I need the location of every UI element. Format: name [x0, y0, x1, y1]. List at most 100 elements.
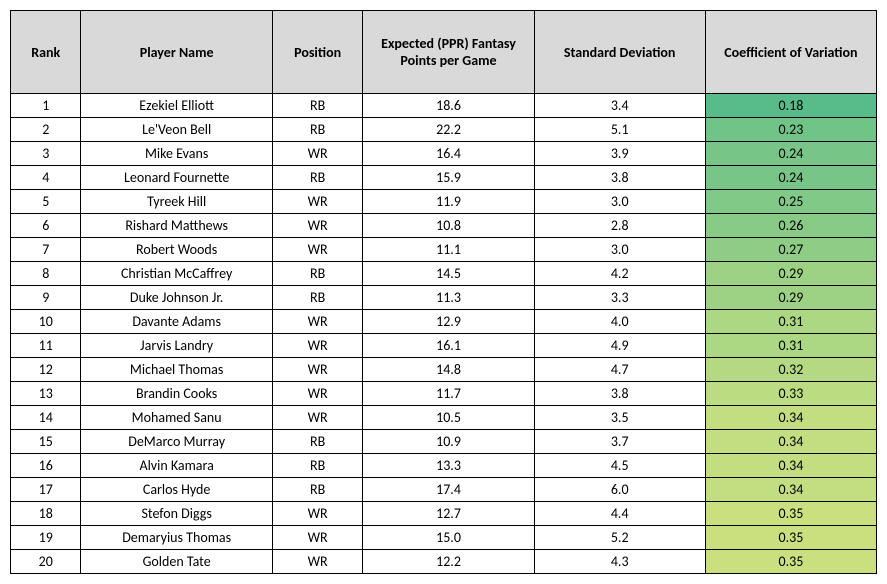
cell-pos: WR	[272, 334, 363, 358]
cell-name: Christian McCaffrey	[81, 262, 272, 286]
cell-rank: 8	[11, 262, 81, 286]
cell-pos: WR	[272, 190, 363, 214]
cell-pos: WR	[272, 526, 363, 550]
cell-pts: 16.1	[363, 334, 534, 358]
cell-name: Mike Evans	[81, 142, 272, 166]
table-row: 16Alvin KamaraRB13.34.50.34	[11, 454, 877, 478]
table-row: 9Duke Johnson Jr.RB11.33.30.29	[11, 286, 877, 310]
table-row: 1Ezekiel ElliottRB18.63.40.18	[11, 94, 877, 118]
cell-pos: WR	[272, 358, 363, 382]
cell-rank: 14	[11, 406, 81, 430]
col-name: Player Name	[81, 11, 272, 94]
cell-rank: 18	[11, 502, 81, 526]
cell-cov: 0.26	[705, 214, 876, 238]
cell-pts: 12.2	[363, 550, 534, 574]
table-row: 8Christian McCaffreyRB14.54.20.29	[11, 262, 877, 286]
cell-name: Rishard Matthews	[81, 214, 272, 238]
col-position: Position	[272, 11, 363, 94]
table-row: 2Le'Veon BellRB22.25.10.23	[11, 118, 877, 142]
cell-pos: WR	[272, 310, 363, 334]
cell-cov: 0.23	[705, 118, 876, 142]
table-body: 1Ezekiel ElliottRB18.63.40.182Le'Veon Be…	[11, 94, 877, 574]
cell-cov: 0.34	[705, 478, 876, 502]
cell-std: 3.9	[534, 142, 705, 166]
cell-std: 4.4	[534, 502, 705, 526]
cell-name: Alvin Kamara	[81, 454, 272, 478]
cell-rank: 3	[11, 142, 81, 166]
cell-pts: 14.5	[363, 262, 534, 286]
cell-cov: 0.29	[705, 262, 876, 286]
cell-name: Robert Woods	[81, 238, 272, 262]
cell-pos: WR	[272, 142, 363, 166]
cell-cov: 0.25	[705, 190, 876, 214]
cell-name: Davante Adams	[81, 310, 272, 334]
cell-std: 3.8	[534, 382, 705, 406]
cell-name: Stefon Diggs	[81, 502, 272, 526]
table-row: 19Demaryius ThomasWR15.05.20.35	[11, 526, 877, 550]
cell-pts: 12.7	[363, 502, 534, 526]
cell-pos: RB	[272, 478, 363, 502]
cell-pts: 16.4	[363, 142, 534, 166]
cell-pts: 15.9	[363, 166, 534, 190]
cell-cov: 0.34	[705, 454, 876, 478]
cell-pts: 11.1	[363, 238, 534, 262]
table-row: 13Brandin CooksWR11.73.80.33	[11, 382, 877, 406]
cell-pos: WR	[272, 214, 363, 238]
cell-rank: 11	[11, 334, 81, 358]
cell-cov: 0.35	[705, 502, 876, 526]
cell-name: Mohamed Sanu	[81, 406, 272, 430]
cell-pts: 10.8	[363, 214, 534, 238]
cell-pos: RB	[272, 286, 363, 310]
col-expected-points: Expected (PPR) Fantasy Points per Game	[363, 11, 534, 94]
cell-cov: 0.34	[705, 430, 876, 454]
col-cov: Coefficient of Variation	[705, 11, 876, 94]
cell-std: 4.9	[534, 334, 705, 358]
cell-pos: WR	[272, 502, 363, 526]
cell-cov: 0.24	[705, 166, 876, 190]
cell-name: Leonard Fournette	[81, 166, 272, 190]
cell-std: 3.5	[534, 406, 705, 430]
cell-cov: 0.35	[705, 526, 876, 550]
cell-pos: RB	[272, 118, 363, 142]
cell-pos: WR	[272, 406, 363, 430]
cell-rank: 9	[11, 286, 81, 310]
cell-std: 3.0	[534, 238, 705, 262]
cell-std: 3.0	[534, 190, 705, 214]
cell-std: 2.8	[534, 214, 705, 238]
cell-rank: 10	[11, 310, 81, 334]
cell-pts: 14.8	[363, 358, 534, 382]
table-row: 3Mike EvansWR16.43.90.24	[11, 142, 877, 166]
cell-name: Le'Veon Bell	[81, 118, 272, 142]
cell-pos: WR	[272, 382, 363, 406]
cell-std: 5.1	[534, 118, 705, 142]
cell-rank: 7	[11, 238, 81, 262]
cell-cov: 0.31	[705, 334, 876, 358]
cell-name: Ezekiel Elliott	[81, 94, 272, 118]
cell-rank: 12	[11, 358, 81, 382]
cell-pts: 17.4	[363, 478, 534, 502]
cell-pos: RB	[272, 94, 363, 118]
cell-pts: 11.3	[363, 286, 534, 310]
cell-rank: 16	[11, 454, 81, 478]
table-row: 10Davante AdamsWR12.94.00.31	[11, 310, 877, 334]
cell-name: Duke Johnson Jr.	[81, 286, 272, 310]
cell-pos: RB	[272, 454, 363, 478]
cell-name: Tyreek Hill	[81, 190, 272, 214]
cell-pts: 12.9	[363, 310, 534, 334]
cell-rank: 2	[11, 118, 81, 142]
table-row: 18Stefon DiggsWR12.74.40.35	[11, 502, 877, 526]
cell-cov: 0.33	[705, 382, 876, 406]
table-row: 5Tyreek HillWR11.93.00.25	[11, 190, 877, 214]
cell-name: Golden Tate	[81, 550, 272, 574]
cell-pts: 11.7	[363, 382, 534, 406]
cell-std: 6.0	[534, 478, 705, 502]
cell-std: 4.2	[534, 262, 705, 286]
cell-name: Demaryius Thomas	[81, 526, 272, 550]
cell-pts: 10.5	[363, 406, 534, 430]
cell-name: DeMarco Murray	[81, 430, 272, 454]
col-std-dev: Standard Deviation	[534, 11, 705, 94]
cell-rank: 6	[11, 214, 81, 238]
cell-cov: 0.24	[705, 142, 876, 166]
cell-pos: RB	[272, 166, 363, 190]
cell-name: Carlos Hyde	[81, 478, 272, 502]
